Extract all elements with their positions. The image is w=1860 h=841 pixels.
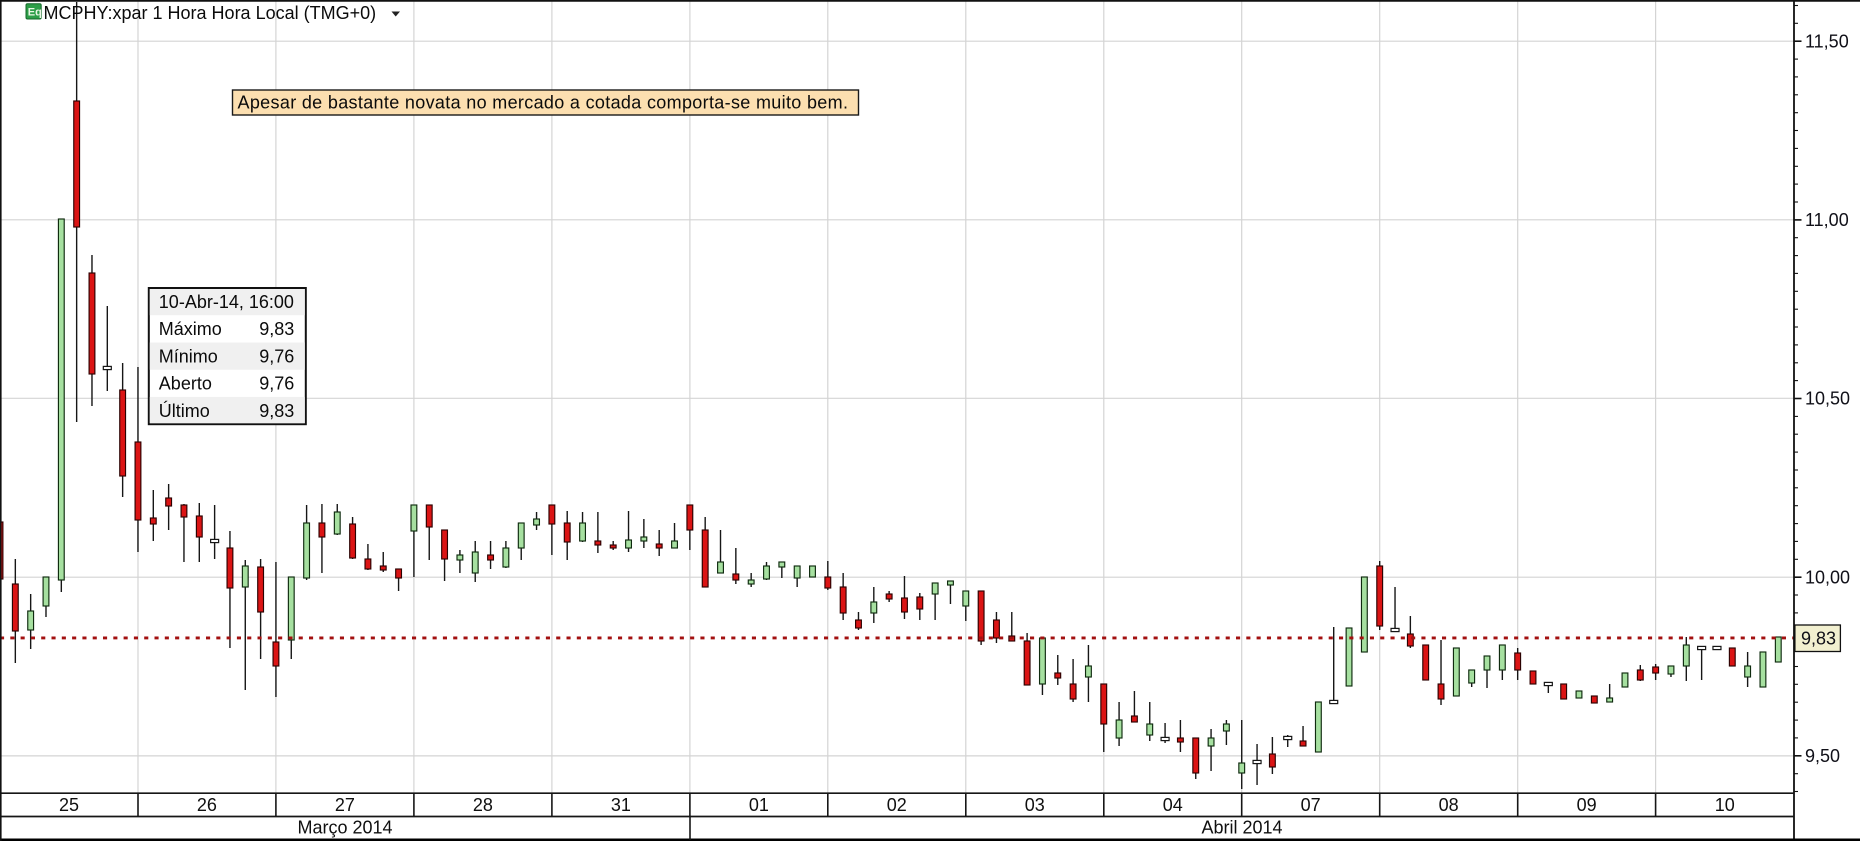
svg-text:9,50: 9,50 xyxy=(1805,746,1840,766)
svg-text:9,83: 9,83 xyxy=(1801,629,1836,649)
svg-text:9,76: 9,76 xyxy=(259,346,294,366)
svg-text:26: 26 xyxy=(197,795,217,815)
svg-text:31: 31 xyxy=(611,795,631,815)
svg-text:Último: Último xyxy=(159,400,210,421)
svg-text:03: 03 xyxy=(1025,795,1045,815)
svg-text:02: 02 xyxy=(887,795,907,815)
svg-text:10: 10 xyxy=(1715,795,1735,815)
svg-text:Março 2014: Março 2014 xyxy=(297,818,392,838)
svg-text:11,00: 11,00 xyxy=(1805,210,1849,230)
svg-text:27: 27 xyxy=(335,795,355,815)
svg-text:07: 07 xyxy=(1301,795,1321,815)
svg-text:9,83: 9,83 xyxy=(259,401,294,421)
svg-text:10,00: 10,00 xyxy=(1805,567,1850,587)
svg-text:Eq: Eq xyxy=(28,6,42,18)
svg-text:10-Abr-14, 16:00: 10-Abr-14, 16:00 xyxy=(159,292,294,312)
svg-text:Mínimo: Mínimo xyxy=(159,346,218,366)
svg-text:10,50: 10,50 xyxy=(1805,389,1850,409)
svg-text:9,76: 9,76 xyxy=(259,374,294,394)
svg-text:Aberto: Aberto xyxy=(159,374,212,394)
svg-text:28: 28 xyxy=(473,795,493,815)
svg-text:01: 01 xyxy=(749,795,769,815)
svg-text:11,50: 11,50 xyxy=(1805,31,1849,51)
svg-text:04: 04 xyxy=(1163,795,1183,815)
svg-text:Apesar de bastante novata no m: Apesar de bastante novata no mercado a c… xyxy=(238,93,849,113)
svg-text:25: 25 xyxy=(59,795,79,815)
svg-text:08: 08 xyxy=(1439,795,1459,815)
svg-text:MCPHY:xpar 1 Hora Hora Local (: MCPHY:xpar 1 Hora Hora Local (TMG+0) xyxy=(44,3,377,23)
svg-text:Máximo: Máximo xyxy=(159,319,222,339)
svg-text:Abril 2014: Abril 2014 xyxy=(1201,818,1282,838)
svg-text:9,83: 9,83 xyxy=(259,319,294,339)
svg-text:09: 09 xyxy=(1577,795,1597,815)
